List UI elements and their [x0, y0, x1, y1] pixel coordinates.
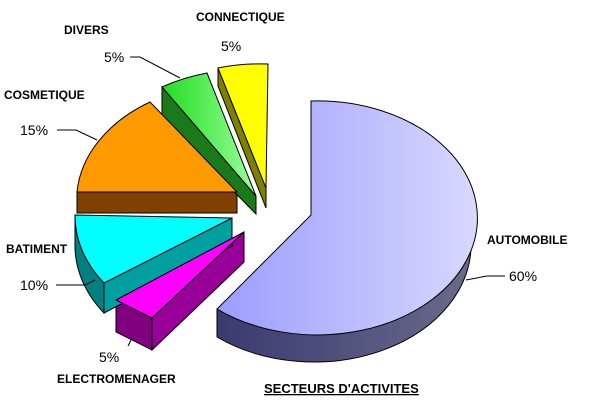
chart-title: SECTEURS D'ACTIVITES [264, 381, 419, 396]
label-cosmetique-name: COSMETIQUE [4, 88, 85, 102]
label-automobile-pct: 60% [509, 268, 537, 284]
label-cosmetique-pct: 15% [20, 122, 48, 138]
leader-automobile [466, 276, 505, 280]
label-electromenager-name: ELECTROMENAGER [57, 372, 176, 386]
label-connectique-pct: 5% [221, 38, 241, 54]
label-automobile-name: AUTOMOBILE [487, 233, 567, 247]
leader-electromenager [128, 340, 131, 346]
leader-divers [130, 57, 180, 78]
label-batiment-pct: 10% [20, 277, 48, 293]
label-electromenager-pct: 5% [99, 349, 119, 365]
label-batiment-name: BATIMENT [6, 242, 68, 256]
label-divers-name: DIVERS [64, 23, 109, 37]
slice-side-cosmetique [77, 192, 237, 213]
label-divers-pct: 5% [104, 49, 124, 65]
leader-cosmetique [57, 130, 97, 140]
label-connectique-name: CONNECTIQUE [196, 10, 285, 24]
